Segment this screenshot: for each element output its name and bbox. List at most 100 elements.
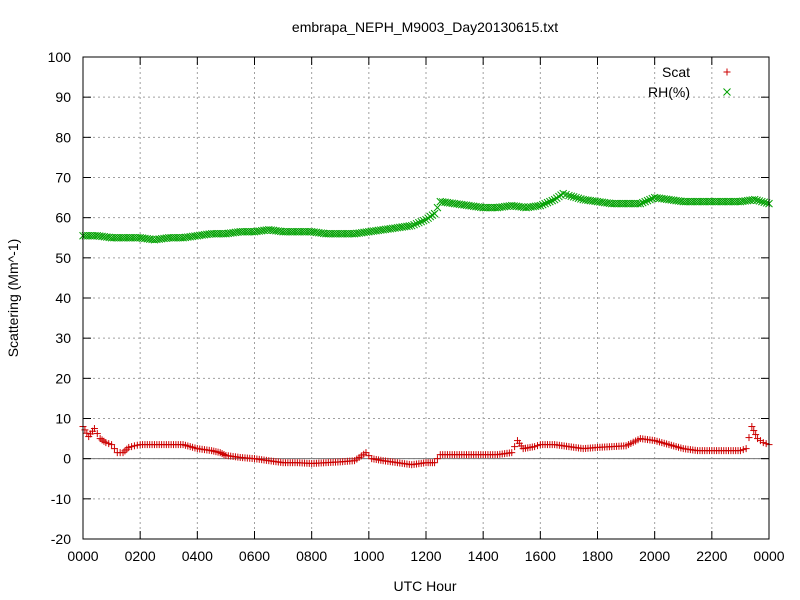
- data-point: [758, 197, 766, 206]
- data-point: [531, 443, 539, 451]
- data-point: [534, 202, 542, 210]
- data-point: [415, 218, 423, 227]
- series-1: [79, 189, 773, 244]
- legend-label: Scat: [662, 64, 690, 80]
- data-point: [220, 451, 228, 459]
- data-point: [417, 217, 426, 226]
- chart-title: embrapa_NEPH_M9003_Day20130615.txt: [292, 19, 558, 35]
- y-tick-label: 90: [55, 89, 71, 105]
- legend-label: RH(%): [648, 84, 690, 100]
- data-point: [634, 199, 642, 208]
- series-0: [79, 423, 773, 469]
- data-point: [562, 190, 570, 199]
- x-tick-label: 0600: [239, 548, 270, 564]
- x-tick-label: 0000: [753, 548, 784, 564]
- data-point: [365, 452, 373, 460]
- data-point: [433, 455, 441, 463]
- data-point: [538, 200, 547, 209]
- data-point: [748, 423, 756, 431]
- data-points: [79, 189, 773, 469]
- data-point: [760, 198, 769, 207]
- data-point: [641, 197, 649, 206]
- data-point: [638, 198, 647, 207]
- x-tick-label: 1000: [353, 548, 384, 564]
- data-point: [362, 449, 370, 457]
- data-point: [541, 199, 549, 208]
- x-tick-label: 0400: [182, 548, 213, 564]
- data-point: [636, 199, 645, 208]
- grid-lines: [83, 57, 769, 539]
- data-point: [105, 440, 113, 448]
- data-point: [110, 445, 118, 453]
- data-point: [412, 219, 421, 228]
- y-tick-label: 60: [55, 210, 71, 226]
- data-point: [102, 439, 110, 447]
- x-tick-label: 1800: [582, 548, 613, 564]
- data-point: [572, 193, 580, 202]
- data-point: [410, 220, 418, 229]
- x-axis-label: UTC Hour: [393, 578, 456, 594]
- y-tick-label: 20: [55, 370, 71, 386]
- data-point: [736, 447, 744, 455]
- data-point: [742, 445, 750, 453]
- data-point: [90, 425, 98, 433]
- data-point: [752, 431, 760, 439]
- legend-marker: [723, 68, 731, 76]
- data-point: [128, 443, 136, 451]
- x-tick-label: 1400: [468, 548, 499, 564]
- data-point: [739, 446, 747, 454]
- data-point: [431, 459, 439, 467]
- y-tick-label: 50: [55, 250, 71, 266]
- y-tick-label: 0: [63, 451, 71, 467]
- data-point: [750, 427, 758, 435]
- x-tick-label: 1600: [525, 548, 556, 564]
- data-point: [565, 191, 573, 200]
- data-point: [643, 196, 652, 205]
- data-point: [646, 195, 654, 204]
- y-tick-label: -10: [51, 491, 71, 507]
- data-point: [93, 430, 101, 438]
- x-tick-label: 1200: [410, 548, 441, 564]
- legend-marker: [723, 88, 731, 96]
- y-tick-label: 100: [48, 49, 72, 65]
- data-point: [745, 434, 753, 442]
- data-point: [759, 439, 767, 447]
- y-tick-label: 30: [55, 330, 71, 346]
- data-point: [576, 195, 585, 203]
- data-point: [108, 441, 116, 449]
- y-tick-label: 40: [55, 290, 71, 306]
- x-tick-label: 2200: [696, 548, 727, 564]
- data-point: [762, 440, 770, 448]
- data-point: [130, 442, 138, 450]
- data-point: [753, 196, 761, 205]
- data-point: [511, 443, 519, 451]
- data-point: [559, 189, 568, 198]
- x-tick-label: 0200: [125, 548, 156, 564]
- data-point: [218, 450, 226, 458]
- y-tick-label: -20: [51, 531, 71, 547]
- data-point: [569, 193, 578, 201]
- y-tick-label: 10: [55, 411, 71, 427]
- x-tick-label: 2000: [639, 548, 670, 564]
- data-point: [419, 216, 428, 225]
- axis-ticks: -20 -10 0 10 20 30 40 50 60 70 80 90 100 0000 0200 0400…: [48, 49, 785, 564]
- data-point: [121, 447, 129, 455]
- data-point: [574, 194, 583, 203]
- data-point: [548, 196, 557, 205]
- data-point: [508, 449, 516, 457]
- y-tick-label: 80: [55, 129, 71, 145]
- data-point: [546, 197, 554, 206]
- x-tick-label: 0800: [296, 548, 327, 564]
- data-point: [81, 426, 89, 434]
- data-point: [750, 195, 759, 204]
- data-point: [543, 198, 552, 207]
- data-point: [407, 221, 416, 230]
- y-axis-label: Scattering (Mm^-1): [5, 239, 21, 358]
- data-point: [125, 443, 133, 451]
- data-point: [536, 201, 545, 210]
- data-point: [430, 209, 439, 218]
- data-point: [567, 192, 576, 201]
- data-point: [755, 197, 764, 205]
- x-tick-label: 0000: [67, 548, 98, 564]
